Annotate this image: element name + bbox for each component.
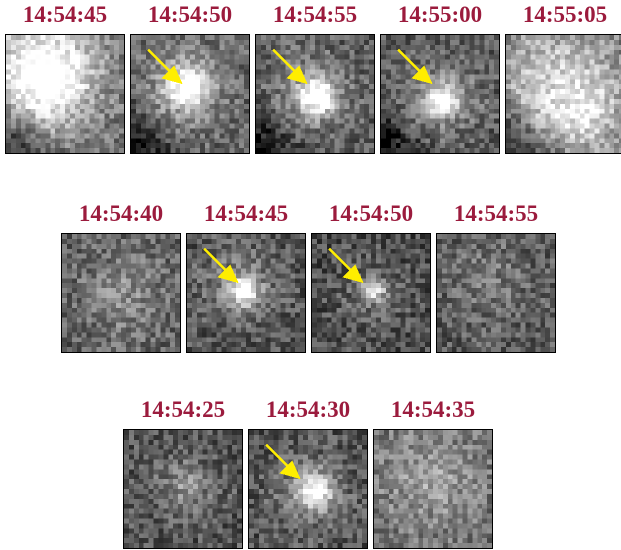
- timestamp: 14:54:55: [453, 201, 539, 226]
- image-tile: [311, 233, 431, 353]
- image-tile: [436, 233, 556, 353]
- pixel-image: [381, 35, 499, 153]
- image-tile: [5, 34, 125, 154]
- image-tile: [123, 429, 243, 549]
- timestamp: 14:54:45: [203, 201, 289, 226]
- pixel-image: [437, 234, 555, 352]
- pixel-image: [124, 430, 242, 548]
- timestamp: 14:55:05: [522, 2, 608, 27]
- image-tile: [505, 34, 621, 154]
- yellow-arrow-icon: [203, 247, 239, 284]
- pixel-image: [131, 35, 249, 153]
- image-tile: [186, 233, 306, 353]
- pixel-image: [6, 35, 124, 153]
- image-tile: [130, 34, 250, 154]
- image-tile: [380, 34, 500, 154]
- pixel-image: [249, 430, 367, 548]
- image-tile: [61, 233, 181, 353]
- yellow-arrow-icon: [397, 48, 433, 85]
- timestamp: 14:54:50: [147, 2, 233, 27]
- image-tile: [248, 429, 368, 549]
- timestamp: 14:54:45: [22, 2, 108, 27]
- timestamp: 14:54:30: [265, 397, 351, 422]
- pixel-image: [256, 35, 374, 153]
- timestamp: 14:54:55: [272, 2, 358, 27]
- timestamp: 14:54:50: [328, 201, 414, 226]
- image-tile: [255, 34, 375, 154]
- yellow-arrow-icon: [265, 443, 301, 480]
- yellow-arrow-icon: [328, 247, 364, 284]
- timestamp: 14:55:00: [397, 2, 483, 27]
- pixel-image: [312, 234, 430, 352]
- timestamp: 14:54:25: [140, 397, 226, 422]
- timestamp: 14:54:35: [390, 397, 476, 422]
- timestamp: 14:54:40: [78, 201, 164, 226]
- yellow-arrow-icon: [147, 48, 183, 85]
- pixel-image: [187, 234, 305, 352]
- pixel-image: [62, 234, 180, 352]
- pixel-image: [506, 35, 621, 153]
- yellow-arrow-icon: [272, 48, 308, 85]
- pixel-image: [374, 430, 492, 548]
- image-tile: [373, 429, 493, 549]
